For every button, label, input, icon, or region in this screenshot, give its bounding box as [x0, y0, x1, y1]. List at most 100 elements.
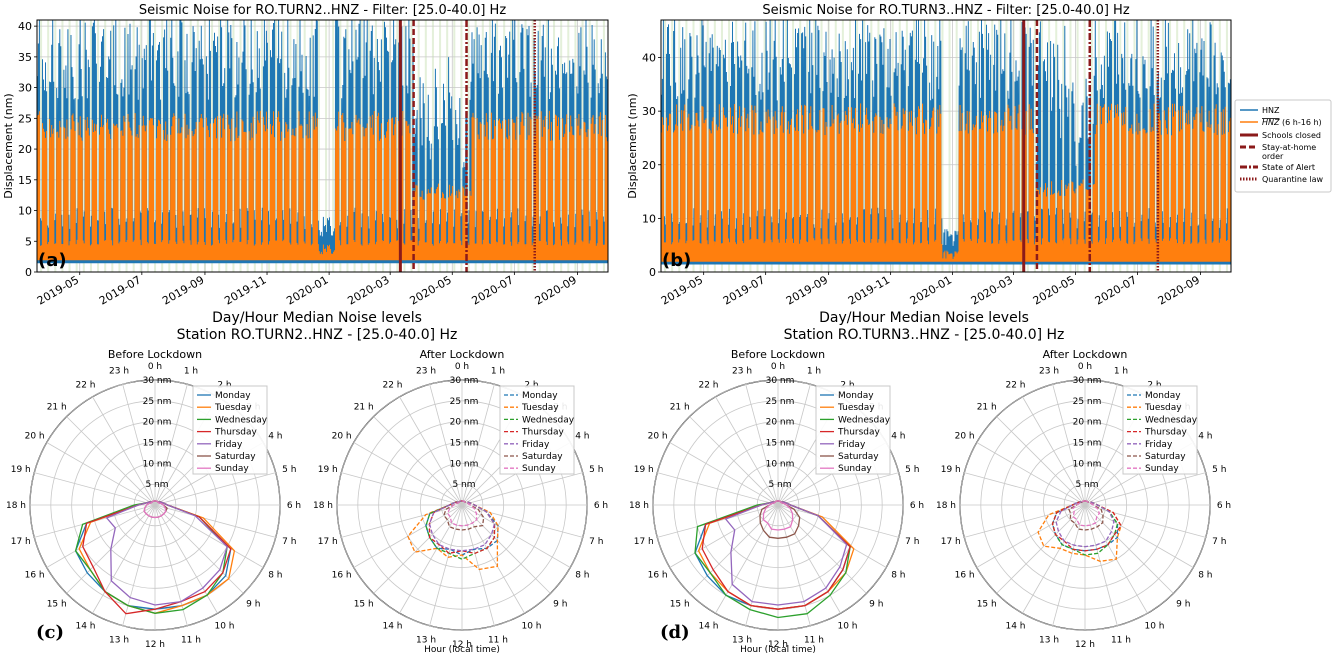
series-hnz-median	[661, 103, 1231, 262]
weekend-band	[410, 20, 413, 272]
weekend-band	[692, 20, 695, 272]
polar-legend-label: Sunday	[522, 464, 556, 474]
radial-tick-label: 25 nm	[143, 397, 172, 407]
weekend-band	[976, 20, 980, 272]
xtick-label: 2019-09	[784, 273, 830, 307]
polar-legend-label: Saturday	[838, 452, 879, 462]
radial-tick-label: 5 nm	[1075, 480, 1098, 490]
ytick-label: 10	[18, 205, 32, 218]
weekend-band	[877, 20, 880, 272]
weekend-band	[671, 20, 674, 272]
hour-label: 4 h	[1198, 432, 1212, 442]
hour-label: 12 h	[452, 640, 472, 650]
weekend-band	[1211, 20, 1214, 272]
weekend-band	[374, 20, 377, 272]
hour-label: 4 h	[268, 432, 282, 442]
hour-label: 8 h	[268, 571, 282, 581]
weekend-band	[467, 20, 470, 272]
series-sunday	[143, 500, 167, 519]
polar-legend-label: Friday	[522, 440, 550, 450]
plot-frame	[36, 19, 609, 273]
weekend-band	[360, 20, 363, 272]
weekend-band	[1076, 20, 1079, 272]
weekend-band	[870, 20, 873, 272]
weekend-band	[1147, 20, 1150, 272]
polar-legend-label: Friday	[215, 440, 243, 450]
ytick-label: 15	[18, 174, 32, 187]
ytick-label: 5	[25, 235, 32, 248]
weekend-band	[884, 20, 887, 272]
legend-label: Quarantine law	[1262, 175, 1324, 184]
series-saturday	[1068, 500, 1104, 531]
polar-grid-spoke	[34, 472, 156, 506]
ytick-label: 20	[642, 159, 656, 172]
weekend-band	[175, 20, 178, 272]
legend-label: HNZ	[1262, 106, 1280, 115]
legend-label: order	[1262, 152, 1284, 161]
xtick-label: 2020-09	[533, 273, 579, 307]
weekend-band	[713, 20, 716, 272]
hour-label: 9 h	[869, 599, 883, 609]
xtick-label: 2020-03	[969, 273, 1015, 307]
polar-legend-label: Sunday	[215, 464, 249, 474]
legend-label-suffix: (6 h-16 h)	[1279, 118, 1321, 127]
hour-label: 20 h	[955, 432, 975, 442]
polar-grid-spoke	[964, 504, 1086, 538]
weekend-band	[168, 20, 171, 272]
hour-label: 9 h	[553, 599, 567, 609]
weekend-band	[446, 20, 449, 272]
panel-label-c: (c)	[36, 622, 64, 643]
ytick-label: 30	[642, 105, 656, 118]
hour-label: 16 h	[955, 571, 975, 581]
weekend-band	[749, 20, 752, 272]
weekend-band	[742, 20, 745, 272]
hour-label: 13 h	[109, 635, 129, 645]
radial-tick-label: 5 nm	[768, 480, 791, 490]
hour-label: 15 h	[977, 599, 997, 609]
weekend-band	[396, 20, 399, 272]
weekend-band	[225, 20, 228, 272]
polar-subtitle: Before Lockdown	[731, 348, 825, 361]
weekend-band	[332, 20, 335, 272]
weekend-band	[574, 20, 577, 272]
weekend-band	[538, 20, 541, 272]
hour-label: 7 h	[589, 537, 603, 547]
hour-label: 4 h	[575, 432, 589, 442]
weekend-band	[948, 20, 951, 272]
hour-label: 5 h	[1212, 465, 1226, 475]
hour-label: 19 h	[318, 465, 338, 475]
polar-title-c-line2: Station RO.TURN2..HNZ - [25.0-40.0] Hz	[177, 327, 458, 343]
hour-label: 21 h	[47, 403, 67, 413]
weekend-band	[1090, 20, 1093, 272]
weekend-band	[1048, 20, 1051, 272]
weekend-band	[581, 20, 584, 272]
y-axis-label: Displacement (nm)	[626, 93, 639, 198]
weekend-band	[1055, 20, 1058, 272]
polar-subtitle: After Lockdown	[420, 348, 505, 361]
hour-label: 9 h	[246, 599, 260, 609]
radial-tick-label: 25 nm	[766, 397, 795, 407]
weekend-band	[111, 20, 114, 272]
polar-legend-frame	[815, 385, 891, 475]
weekend-band	[806, 20, 809, 272]
hour-label: 20 h	[25, 432, 45, 442]
weekend-band	[481, 20, 484, 272]
weekend-band	[706, 20, 709, 272]
weekend-band	[678, 20, 681, 272]
weekend-band	[268, 20, 271, 272]
hour-label: 6 h	[1217, 501, 1231, 511]
hour-label: 21 h	[977, 403, 997, 413]
polar-legend-label: Monday	[522, 391, 558, 401]
radial-tick-label: 30 nm	[450, 376, 479, 386]
polar-grid-spoke	[341, 472, 463, 506]
weekend-band	[346, 20, 349, 272]
weekend-band	[439, 20, 442, 272]
weekend-band	[139, 20, 142, 272]
weekend-band	[310, 20, 313, 272]
polar-grid-spoke	[1084, 504, 1206, 538]
weekend-band	[417, 20, 420, 272]
weekend-band	[1119, 20, 1122, 272]
weekend-band	[799, 20, 802, 272]
hour-label: 7 h	[905, 537, 919, 547]
